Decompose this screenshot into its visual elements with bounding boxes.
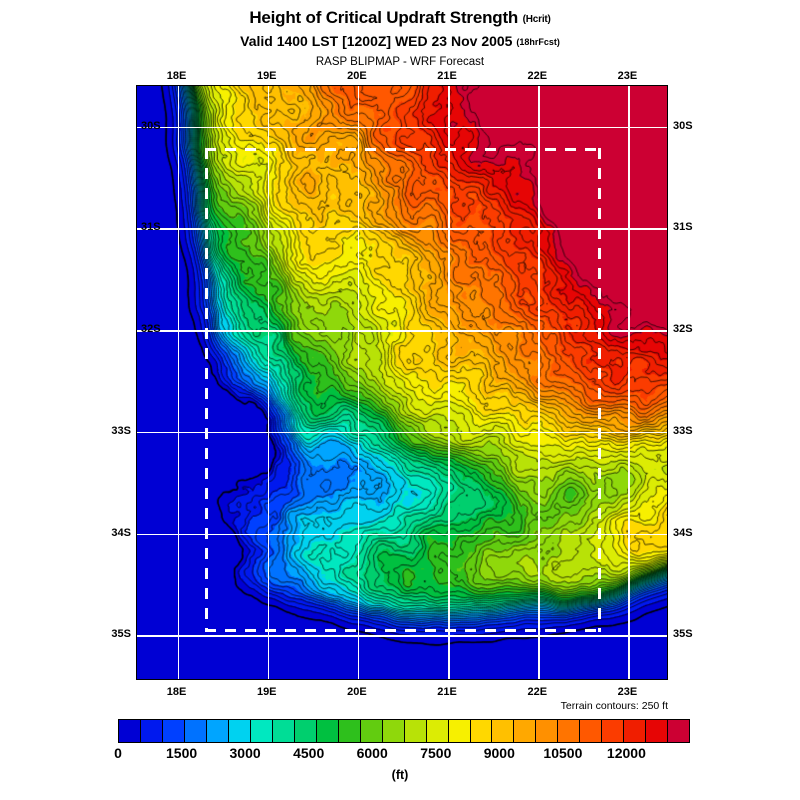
page-title: Height of Critical Updraft Strength (Hcr… — [0, 8, 800, 30]
colorbar-swatch-2 — [162, 720, 185, 742]
lon-label-top-20E: 20E — [347, 70, 367, 82]
lon-label-bottom-20E: 20E — [347, 686, 367, 698]
colorbar-units: (ft) — [391, 768, 409, 782]
lat-label-left-34S: 34S — [111, 526, 131, 539]
lon-label-bottom-23E: 23E — [617, 686, 638, 698]
lon-label-top-22E: 22E — [527, 70, 548, 82]
lat-label-left-35S: 35S — [111, 628, 131, 641]
main-title-suffix: (Hcrit) — [522, 14, 551, 25]
colorbar-tick-4500: 4500 — [293, 745, 325, 761]
valid-time-text: Valid 1400 LST [1200Z] WED 23 Nov 2005 — [240, 33, 513, 49]
colorbar-swatch-19 — [536, 720, 559, 742]
colorbar-swatch-25 — [668, 720, 690, 742]
colorbar-swatch-13 — [404, 720, 427, 742]
lat-label-left-31S: 31S — [141, 221, 161, 234]
colorbar-tick-7500: 7500 — [420, 745, 452, 761]
colorbar-tick-10500: 10500 — [543, 745, 583, 761]
gridline-lat-35S — [137, 635, 667, 637]
inner-domain-boundary — [205, 148, 601, 632]
colorbar-swatch-24 — [646, 720, 669, 742]
colorbar-swatch-5 — [228, 720, 251, 742]
colorbar-swatch-17 — [492, 720, 515, 742]
lon-label-top-18E: 18E — [166, 70, 187, 82]
colorbar-swatch-14 — [426, 720, 449, 742]
colorbar-tick-1500: 1500 — [166, 745, 198, 761]
colorbar-swatch-1 — [140, 720, 163, 742]
colorbar-swatch-20 — [558, 720, 581, 742]
title-block: Height of Critical Updraft Strength (Hcr… — [0, 0, 800, 69]
model-line: RASP BLIPMAP - WRF Forecast — [315, 56, 485, 68]
colorbar-tick-3000: 3000 — [229, 745, 261, 761]
colorbar-swatch-6 — [250, 720, 273, 742]
lon-label-bottom-21E: 21E — [437, 686, 457, 698]
colorbar-swatch-16 — [470, 720, 493, 742]
valid-time-line: Valid 1400 LST [1200Z] WED 23 Nov 2005 (… — [0, 33, 800, 51]
colorbar[interactable] — [118, 719, 690, 743]
colorbar-swatch-8 — [294, 720, 317, 742]
lat-label-right-30S: 30S — [673, 119, 693, 132]
forecast-map[interactable]: 30S 31S 32S — [136, 85, 668, 680]
terrain-contour-note: Terrain contours: 250 ft — [560, 700, 668, 712]
lat-label-right-32S: 32S — [673, 323, 693, 336]
lon-label-top-23E: 23E — [617, 70, 638, 82]
colorbar-swatch-3 — [184, 720, 207, 742]
colorbar-swatch-11 — [360, 720, 383, 742]
lat-label-right-33S: 33S — [673, 424, 693, 437]
colorbar-swatch-23 — [624, 720, 647, 742]
gridline-lat-30S — [137, 126, 667, 129]
colorbar-swatch-21 — [580, 720, 603, 742]
forecast-hour-suffix: (18hrFcst) — [516, 37, 560, 47]
colorbar-tick-6000: 6000 — [356, 745, 388, 761]
colorbar-swatch-4 — [206, 720, 229, 742]
lat-label-left-33S: 33S — [111, 424, 131, 437]
colorbar-swatches — [118, 719, 690, 743]
colorbar-swatch-0 — [119, 720, 141, 742]
colorbar-tick-9000: 9000 — [483, 745, 515, 761]
lat-label-right-31S: 31S — [673, 221, 693, 234]
lat-label-left-32S: 32S — [141, 323, 161, 336]
colorbar-swatch-10 — [338, 720, 361, 742]
lon-label-top-19E: 19E — [256, 70, 277, 82]
colorbar-swatch-12 — [382, 720, 405, 742]
colorbar-swatch-7 — [272, 720, 295, 742]
lat-label-right-35S: 35S — [673, 628, 693, 641]
lat-label-left-30S: 30S — [141, 119, 161, 132]
gridline-lon-23E — [628, 86, 630, 679]
colorbar-swatch-18 — [514, 720, 537, 742]
colorbar-swatch-9 — [316, 720, 339, 742]
colorbar-swatch-15 — [448, 720, 471, 742]
colorbar-ticks: 0 1500 3000 4500 6000 7500 9000 10500 12000 — [0, 745, 800, 763]
lon-label-bottom-18E: 18E — [166, 686, 187, 698]
lon-label-bottom-22E: 22E — [527, 686, 548, 698]
main-title-text: Height of Critical Updraft Strength — [249, 8, 519, 27]
colorbar-tick-12000: 12000 — [606, 745, 646, 761]
colorbar-swatch-22 — [602, 720, 625, 742]
colorbar-tick-0: 0 — [114, 745, 122, 761]
lon-label-bottom-19E: 19E — [256, 686, 277, 698]
gridline-lon-18E — [177, 86, 180, 679]
lon-label-top-21E: 21E — [437, 70, 457, 82]
lat-label-right-34S: 34S — [673, 526, 693, 539]
